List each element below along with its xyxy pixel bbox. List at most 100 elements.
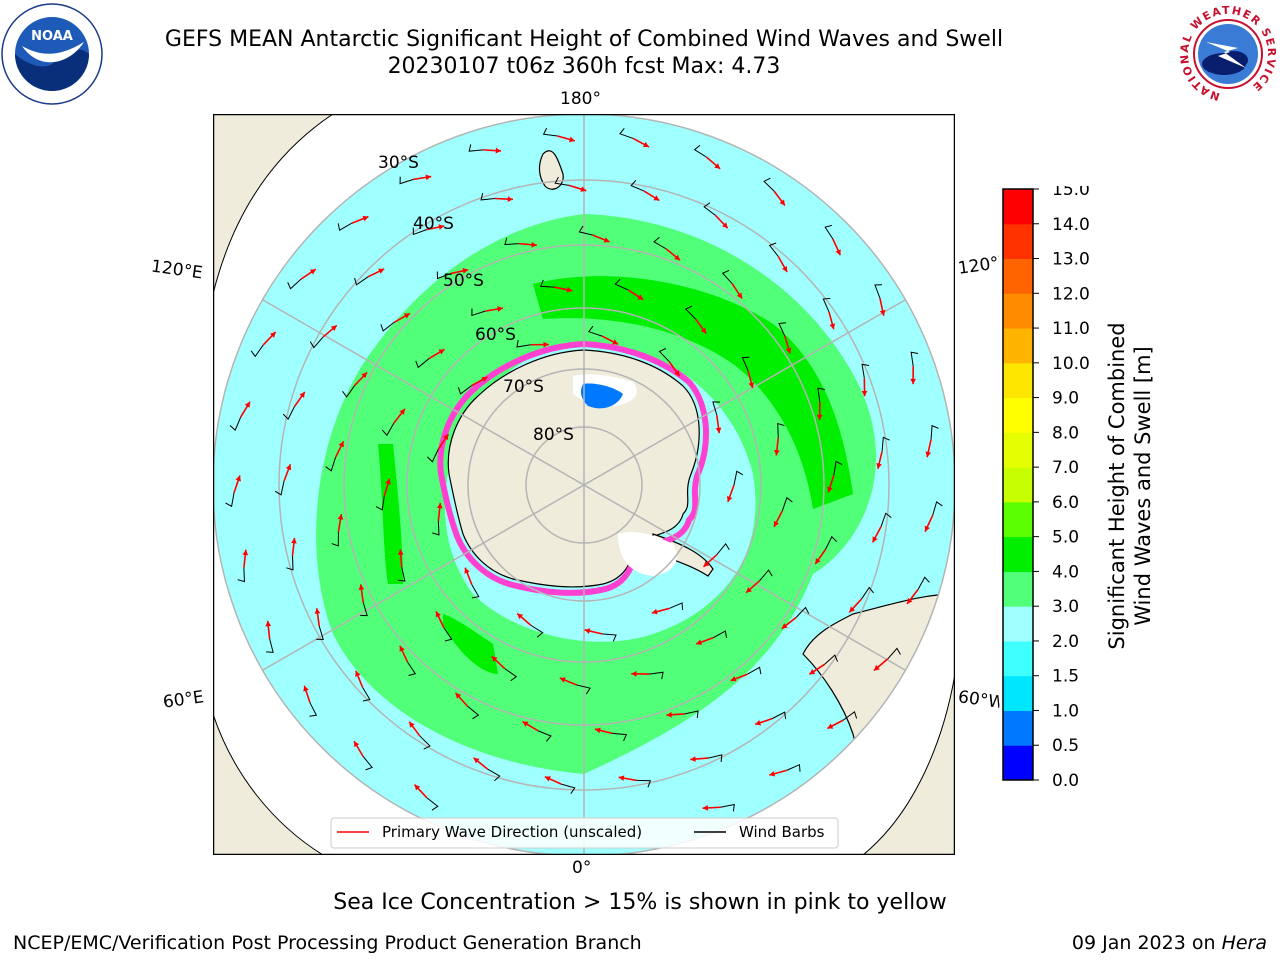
wave-arrow <box>291 537 297 556</box>
wind-barb <box>286 555 294 571</box>
wave-arrow <box>769 769 787 777</box>
colorbar-tick-label: 11.0 <box>1052 319 1090 339</box>
wind-barb <box>380 321 395 332</box>
colorbar-swatch <box>1003 293 1033 329</box>
wind-barb <box>781 496 793 512</box>
wind-barb <box>457 385 473 395</box>
ice-shelf-weddell <box>618 532 677 576</box>
wind-barb <box>630 180 645 192</box>
wind-barb <box>432 520 440 536</box>
legend-barb-label: Wind Barbs <box>739 823 825 841</box>
lon-label-120w: 120°W <box>956 253 1002 279</box>
wind-barb <box>266 638 274 653</box>
wave-arrow <box>314 608 321 627</box>
wave-arrow <box>554 286 573 293</box>
wind-barb <box>354 276 369 286</box>
wind-barb <box>471 308 486 317</box>
wave-arrow <box>428 348 445 360</box>
wind-barb <box>684 305 696 320</box>
wave-arrow <box>668 361 681 377</box>
wave-arrow <box>437 433 450 450</box>
colorbar-tick-label: 14.0 <box>1052 215 1090 235</box>
colorbar-swatch <box>1003 675 1033 711</box>
wave-arrow <box>618 775 637 782</box>
wave-arrow <box>426 224 445 231</box>
colorbar-swatch <box>1003 467 1033 503</box>
low-wave-pocket <box>580 383 623 409</box>
wind-barb <box>282 406 295 420</box>
corner-land-se <box>862 673 955 855</box>
colorbar-swatches <box>1003 189 1033 781</box>
wind-barb <box>471 584 480 599</box>
wave-arrow <box>666 711 685 718</box>
colorbar-tick-label: 1.0 <box>1052 701 1079 721</box>
wind-barb <box>375 495 385 511</box>
wind-barb <box>331 531 339 547</box>
wave-arrow <box>413 174 432 181</box>
wave-arrow <box>745 580 761 594</box>
colorbar-tick-label: 12.0 <box>1052 284 1090 304</box>
wind-barb <box>229 416 242 431</box>
wind-barb <box>721 269 733 284</box>
wind-barb <box>861 586 874 600</box>
graticule <box>213 114 955 855</box>
wind-barb <box>930 424 939 440</box>
wave-arrow <box>559 677 577 686</box>
wave-arrow <box>485 306 504 312</box>
colorbar-swatch <box>1003 571 1033 607</box>
noaa-logo: NOAA <box>1 3 103 105</box>
wave-arrow <box>879 297 886 316</box>
wave-arrow <box>694 318 707 335</box>
wind-barb <box>399 176 414 185</box>
colorbar-tick-label: 13.0 <box>1052 250 1090 270</box>
wind-barb <box>777 422 785 438</box>
wave-arrow <box>265 620 272 639</box>
wave-arrow <box>731 283 743 300</box>
credit-right: 09 Jan 2023 on Hera <box>1072 932 1267 954</box>
wind-barb <box>504 237 519 246</box>
wind-barb <box>824 654 839 665</box>
wind-barb <box>419 735 431 750</box>
corner-land-nw <box>213 114 334 295</box>
wind-barb <box>554 176 570 186</box>
wind-barb <box>759 569 773 582</box>
lon-label-120e: 120°E <box>149 256 204 284</box>
wind-barb <box>763 177 775 192</box>
wave-arrow <box>283 463 292 482</box>
wave-arrow <box>848 598 863 613</box>
wind-barb <box>720 803 735 812</box>
wind-barb <box>833 460 843 476</box>
wave-arrow <box>303 685 311 704</box>
wave-arrow <box>777 255 788 273</box>
colorbar-swatch <box>1003 328 1033 364</box>
wind-barb <box>881 436 890 452</box>
wind-barb <box>887 647 901 660</box>
wave-arrow <box>450 268 469 275</box>
wave-arrow <box>355 670 364 688</box>
wind-barb <box>880 512 892 527</box>
wind-barb <box>842 711 858 721</box>
wave-arrow <box>397 549 404 568</box>
wind-barb <box>824 224 834 240</box>
wave-arrow <box>530 341 549 348</box>
wind-barb <box>427 448 439 463</box>
colorbar-swatch <box>1003 536 1033 572</box>
colorbar-swatch <box>1003 223 1033 260</box>
wave-arrow <box>747 370 755 389</box>
wind-barb <box>337 222 352 232</box>
wind-barb <box>703 202 716 216</box>
wind-barb <box>309 336 324 349</box>
wave-arrow <box>393 312 411 323</box>
wind-barb <box>274 480 285 496</box>
colorbar-swatch <box>1003 606 1033 642</box>
wave-arrow <box>826 719 844 730</box>
sea-ice-note: Sea Ice Concentration > 15% is shown in … <box>333 890 947 915</box>
wind-barb <box>415 358 430 369</box>
wind-barb <box>287 278 302 290</box>
wind-barb <box>712 401 720 416</box>
colorbar-tick-label: 10.0 <box>1052 354 1090 374</box>
colorbar-tick-label: 7.0 <box>1052 458 1079 478</box>
colorbar-tick-label: 3.0 <box>1052 597 1079 617</box>
wind-barbs-layer <box>225 127 943 812</box>
colorbar-swatch <box>1003 745 1033 781</box>
